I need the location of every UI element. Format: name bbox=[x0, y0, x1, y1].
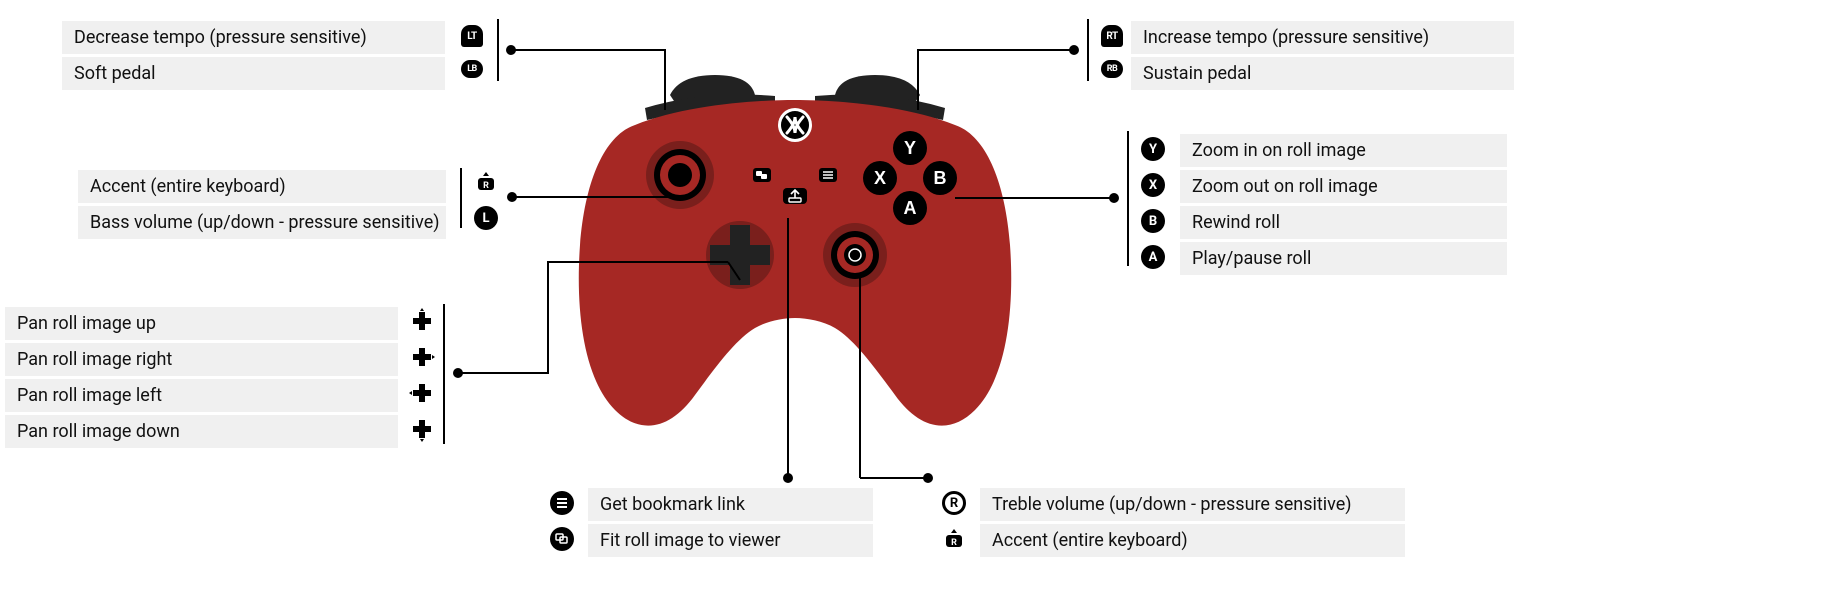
face_buttons-label-2: Rewind roll bbox=[1180, 206, 1507, 239]
triggers_right-icon-0: RT bbox=[1101, 25, 1123, 47]
left_stick-icon-1: L bbox=[474, 206, 498, 230]
face_buttons-icon-2: B bbox=[1141, 209, 1165, 233]
triggers_right-label-1: Sustain pedal bbox=[1131, 57, 1514, 90]
divider bbox=[1087, 19, 1089, 81]
dpad-icon-2 bbox=[412, 383, 432, 403]
dpad-icon-3 bbox=[412, 419, 432, 439]
face_buttons-icon-0: Y bbox=[1141, 137, 1165, 161]
dpad-icon-1 bbox=[412, 347, 432, 367]
triggers_left-icon-0: LT bbox=[461, 25, 483, 47]
triggers_right-label-0: Increase tempo (pressure sensitive) bbox=[1131, 21, 1514, 54]
dpad-icon-0 bbox=[412, 311, 432, 331]
right_stick_bottom-icon-0: R bbox=[942, 491, 966, 515]
dpad-label-3: Pan roll image down bbox=[5, 415, 398, 448]
svg-text:A: A bbox=[904, 198, 917, 218]
right_stick_bottom-label-1: Accent (entire keyboard) bbox=[980, 524, 1405, 557]
face_buttons-label-0: Zoom in on roll image bbox=[1180, 134, 1507, 167]
svg-text:Y: Y bbox=[904, 138, 916, 158]
triggers_left-label-0: Decrease tempo (pressure sensitive) bbox=[62, 21, 445, 54]
right_stick_bottom-label-0: Treble volume (up/down - pressure sensit… bbox=[980, 488, 1405, 521]
divider bbox=[460, 168, 462, 228]
triggers_right-icon-1: RB bbox=[1101, 60, 1123, 78]
dpad-label-2: Pan roll image left bbox=[5, 379, 398, 412]
svg-text:R: R bbox=[483, 181, 489, 191]
divider bbox=[443, 304, 445, 444]
face_buttons-label-3: Play/pause roll bbox=[1180, 242, 1507, 275]
triggers_left-icon-1: LB bbox=[461, 60, 483, 78]
dpad-label-1: Pan roll image right bbox=[5, 343, 398, 376]
left_stick-label-1: Bass volume (up/down - pressure sensitiv… bbox=[78, 206, 446, 239]
center_bottom-icon-0 bbox=[550, 491, 574, 515]
face_buttons-label-1: Zoom out on roll image bbox=[1180, 170, 1507, 203]
left_stick-icon-0: R bbox=[474, 170, 498, 194]
face_buttons-icon-3: A bbox=[1141, 245, 1165, 269]
divider bbox=[497, 19, 499, 81]
svg-text:R: R bbox=[951, 538, 957, 548]
triggers_left-label-1: Soft pedal bbox=[62, 57, 445, 90]
svg-text:B: B bbox=[934, 168, 947, 188]
face_buttons-icon-1: X bbox=[1141, 173, 1165, 197]
center_bottom-icon-1 bbox=[550, 527, 574, 551]
center_bottom-label-1: Fit roll image to viewer bbox=[588, 524, 873, 557]
left_stick-label-0: Accent (entire keyboard) bbox=[78, 170, 446, 203]
center_bottom-label-0: Get bookmark link bbox=[588, 488, 873, 521]
divider bbox=[1127, 131, 1129, 266]
right_stick_bottom-icon-1: R bbox=[942, 527, 966, 551]
svg-text:X: X bbox=[874, 168, 886, 188]
controller-diagram: YX BA bbox=[575, 70, 1015, 450]
dpad-label-0: Pan roll image up bbox=[5, 307, 398, 340]
